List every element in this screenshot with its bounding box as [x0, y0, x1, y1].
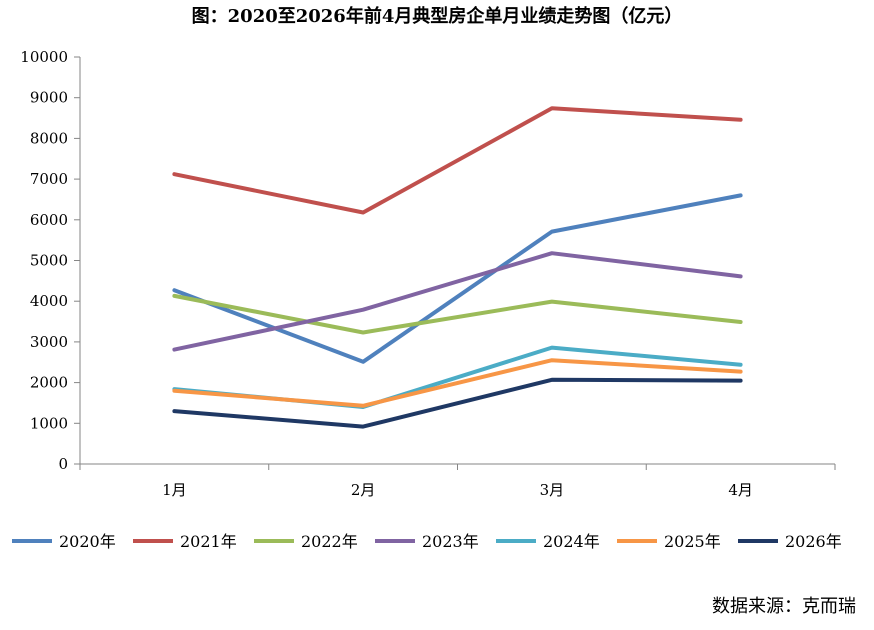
legend-label: 2026年 [785, 532, 842, 551]
legend-label: 2025年 [664, 532, 721, 551]
legend-item: 2025年 [617, 532, 721, 551]
series-line [172, 358, 743, 408]
x-tick-label: 1月 [162, 481, 187, 499]
legend-item: 2023年 [375, 532, 479, 551]
legend-label: 2024年 [543, 532, 600, 551]
y-tick-label: 2000 [30, 374, 68, 392]
legend-item: 2026年 [738, 532, 842, 551]
source-note: 数据来源：克而瑞 [712, 596, 856, 617]
y-tick-label: 0 [58, 455, 68, 473]
y-axis-ticks: 0 1000 2000 3000 4000 5000 6000 7000 8000 9000 100… [20, 48, 80, 473]
chart-title: 图：2020至2026年前4月典型房企单月业绩走势图（亿元） [191, 6, 683, 27]
series-line [172, 377, 743, 429]
y-tick-label: 8000 [30, 129, 68, 147]
legend-item: 2022年 [254, 532, 358, 551]
y-tick-label: 5000 [30, 252, 68, 270]
legend: 2020年 2021年 2022年 2023年 2024年 2025年 2026年 [12, 532, 842, 551]
y-tick-label: 6000 [30, 211, 68, 229]
y-tick-label: 1000 [30, 414, 68, 432]
series-line [172, 251, 743, 352]
x-tick-label: 3月 [540, 481, 565, 499]
y-tick-label: 10000 [20, 48, 68, 66]
y-tick-label: 7000 [30, 170, 68, 188]
y-tick-label: 9000 [30, 89, 68, 107]
x-tick-label: 2月 [351, 481, 376, 499]
x-tick-label: 4月 [728, 481, 753, 499]
legend-item: 2020年 [12, 532, 116, 551]
legend-label: 2022年 [301, 532, 358, 551]
series-line [172, 106, 743, 215]
legend-label: 2023年 [422, 532, 479, 551]
series-line [172, 293, 743, 335]
series-line [172, 193, 743, 364]
y-tick-label: 3000 [30, 333, 68, 351]
legend-label: 2021年 [180, 532, 237, 551]
series-lines [172, 106, 743, 429]
legend-item: 2024年 [496, 532, 600, 551]
y-tick-label: 4000 [30, 292, 68, 310]
legend-item: 2021年 [133, 532, 237, 551]
x-axis-ticks: 1月 2月 3月 4月 [79, 464, 836, 499]
legend-label: 2020年 [59, 532, 116, 551]
